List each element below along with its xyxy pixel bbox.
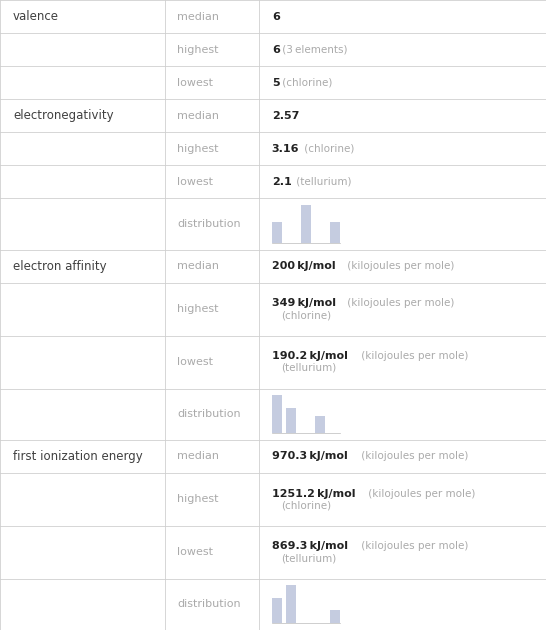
- Text: median: median: [177, 11, 219, 21]
- Text: (chlorine): (chlorine): [281, 500, 331, 510]
- Bar: [272, 222, 282, 243]
- Text: 6: 6: [272, 45, 280, 55]
- Text: (chlorine): (chlorine): [301, 144, 354, 154]
- Text: (chlorine): (chlorine): [281, 310, 331, 320]
- Text: 2.1: 2.1: [272, 177, 292, 187]
- Text: first ionization energy: first ionization energy: [13, 450, 143, 463]
- Bar: [301, 205, 311, 243]
- Text: highest: highest: [177, 45, 218, 55]
- Bar: [272, 395, 282, 433]
- Bar: [286, 585, 296, 623]
- Text: valence: valence: [13, 10, 59, 23]
- Text: (kilojoules per mole): (kilojoules per mole): [365, 488, 476, 498]
- Text: 349 kJ/mol: 349 kJ/mol: [272, 299, 336, 309]
- Bar: [330, 610, 340, 623]
- Text: 2.57: 2.57: [272, 111, 299, 121]
- Text: 970.3 kJ/mol: 970.3 kJ/mol: [272, 451, 348, 461]
- Text: 869.3 kJ/mol: 869.3 kJ/mol: [272, 541, 348, 551]
- Text: lowest: lowest: [177, 77, 213, 88]
- Text: (chlorine): (chlorine): [279, 77, 333, 88]
- Text: 1251.2 kJ/mol: 1251.2 kJ/mol: [272, 488, 355, 498]
- Text: 5: 5: [272, 77, 280, 88]
- Text: (kilojoules per mole): (kilojoules per mole): [358, 541, 468, 551]
- Text: highest: highest: [177, 144, 218, 154]
- Text: lowest: lowest: [177, 177, 213, 187]
- Text: distribution: distribution: [177, 410, 241, 419]
- Text: 3.16: 3.16: [272, 144, 299, 154]
- Text: median: median: [177, 451, 219, 461]
- Text: lowest: lowest: [177, 547, 213, 558]
- Text: (kilojoules per mole): (kilojoules per mole): [344, 299, 454, 309]
- Text: (tellurium): (tellurium): [281, 553, 336, 563]
- Text: median: median: [177, 111, 219, 121]
- Text: highest: highest: [177, 495, 218, 505]
- Text: (kilojoules per mole): (kilojoules per mole): [358, 451, 468, 461]
- Bar: [330, 222, 340, 243]
- Bar: [286, 408, 296, 433]
- Text: electron affinity: electron affinity: [13, 260, 106, 273]
- Text: median: median: [177, 261, 219, 272]
- Text: distribution: distribution: [177, 219, 241, 229]
- Text: (tellurium): (tellurium): [281, 363, 336, 373]
- Text: (tellurium): (tellurium): [293, 177, 352, 187]
- Text: highest: highest: [177, 304, 218, 314]
- Text: (kilojoules per mole): (kilojoules per mole): [358, 352, 468, 362]
- Bar: [272, 598, 282, 623]
- Bar: [315, 416, 325, 433]
- Text: 190.2 kJ/mol: 190.2 kJ/mol: [272, 352, 348, 362]
- Text: (3 elements): (3 elements): [279, 45, 347, 55]
- Text: lowest: lowest: [177, 357, 213, 367]
- Text: distribution: distribution: [177, 599, 241, 609]
- Text: 200 kJ/mol: 200 kJ/mol: [272, 261, 335, 272]
- Text: (kilojoules per mole): (kilojoules per mole): [344, 261, 454, 272]
- Text: 6: 6: [272, 11, 280, 21]
- Text: electronegativity: electronegativity: [13, 109, 114, 122]
